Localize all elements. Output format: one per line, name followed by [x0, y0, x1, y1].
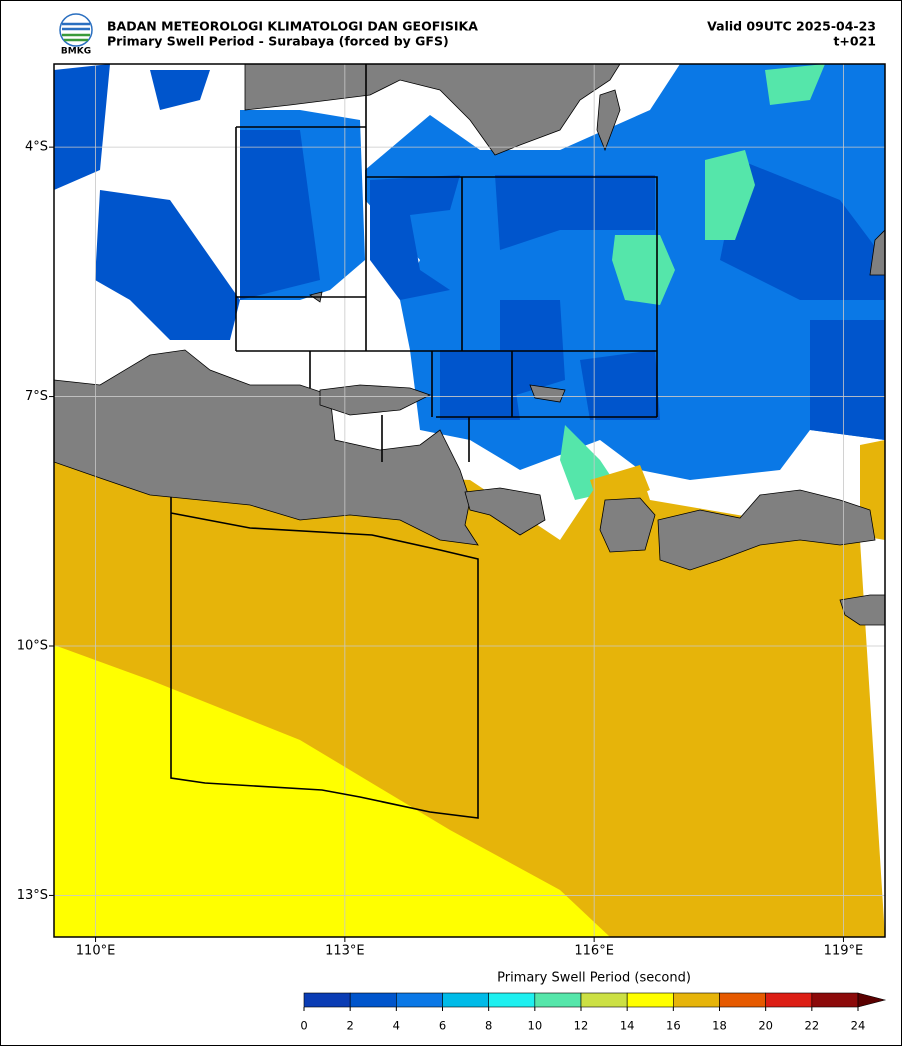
colorbar-bin	[673, 992, 720, 1008]
colorbar-tick-label: 8	[485, 1019, 492, 1033]
x-tick-label: 110°E	[76, 944, 116, 959]
colorbar-tick-label: 0	[300, 1019, 307, 1033]
colorbar-tick-label: 16	[666, 1019, 681, 1033]
colorbar-bin	[349, 992, 397, 1008]
colorbar-bin	[488, 992, 536, 1008]
colorbar-tick-label: 4	[393, 1019, 400, 1033]
grid	[54, 64, 885, 937]
colorbar-bin	[765, 992, 813, 1008]
colorbar-label: Primary Swell Period (second)	[497, 971, 691, 986]
colorbar-extend	[857, 992, 887, 1008]
agency: BADAN METEOROLOGI KLIMATOLOGI DAN GEOFIS…	[107, 19, 478, 34]
x-tick-label: 119°E	[824, 944, 864, 959]
colorbar-bin	[396, 992, 443, 1008]
colorbar-bin	[811, 992, 859, 1008]
colorbar-bin	[719, 992, 766, 1008]
colorbar-bin	[442, 992, 489, 1008]
valid-time: Valid 09UTC 2025-04-23	[707, 19, 876, 34]
colorbar-tick-label: 14	[620, 1019, 635, 1033]
colorbar-tick-label: 20	[758, 1019, 773, 1033]
colorbar-tick-label: 12	[574, 1019, 589, 1033]
colorbar-tick-label: 2	[347, 1019, 354, 1033]
x-tick-label: 116°E	[574, 944, 614, 959]
colorbar-tick-label: 6	[439, 1019, 446, 1033]
title: Primary Swell Period - Surabaya (forced …	[107, 34, 449, 49]
colorbar-tick-label: 18	[712, 1019, 727, 1033]
y-tick-label: 13°S	[17, 888, 48, 903]
colorbar-bin	[580, 992, 628, 1008]
y-tick-label: 7°S	[25, 389, 48, 404]
x-tick-label: 113°E	[325, 944, 365, 959]
colorbar-bin	[303, 992, 351, 1008]
colorbar-tick-label: 10	[528, 1019, 543, 1033]
y-tick-label: 4°S	[25, 140, 48, 155]
map-frame	[53, 63, 886, 938]
zone-boundaries	[170, 64, 658, 819]
logo: BMKG	[59, 13, 93, 57]
y-tick-label: 10°S	[17, 639, 48, 654]
colorbar-tick-label: 24	[851, 1019, 866, 1033]
lead-time: t+021	[833, 34, 876, 49]
colorbar-bin	[626, 992, 674, 1008]
logo-text: BMKG	[61, 47, 91, 57]
colorbar-tick-label: 22	[805, 1019, 820, 1033]
map-field	[54, 64, 885, 937]
colorbar-bin	[534, 992, 582, 1008]
